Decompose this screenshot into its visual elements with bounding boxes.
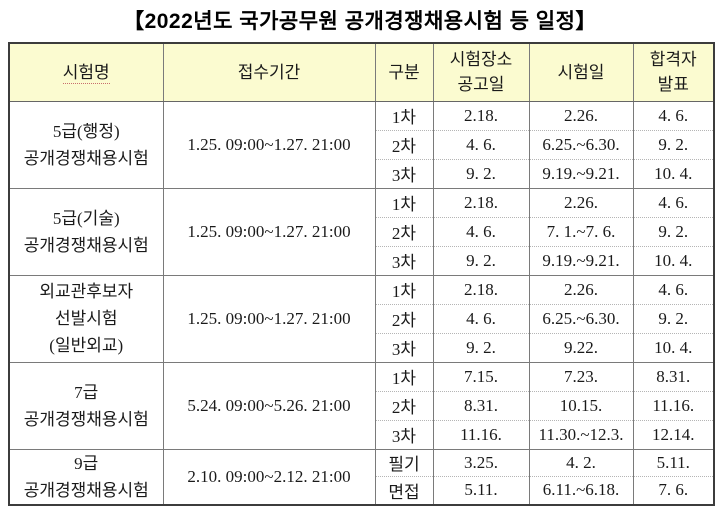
notice-date-cell: 9. 2. [432, 245, 530, 275]
stage-cell: 2차 [374, 303, 434, 333]
exam-date-cell: 10.15. [528, 390, 634, 420]
notice-date-cell: 8.31. [432, 390, 530, 420]
result-date-cell: 4. 6. [632, 187, 715, 217]
notice-date-cell: 2.18. [432, 187, 530, 217]
result-date-cell: 5.11. [632, 448, 715, 477]
result-date-cell: 10. 4. [632, 332, 715, 362]
exam-date-cell: 9.19.~9.21. [528, 158, 634, 188]
exam-date-cell: 2.26. [528, 100, 634, 130]
exam-schedule-table: 시험명 접수기간 구분 시험장소 공고일 시험일 합격자 발표 5급(행정) 공… [8, 42, 715, 506]
stage-cell: 1차 [374, 187, 434, 217]
exam-date-cell: 4. 2. [528, 448, 634, 477]
notice-date-cell: 2.18. [432, 100, 530, 130]
column-header-period: 접수기간 [162, 43, 376, 102]
table-row: 3차 9. 2. 9.19.~9.21. 10. 4. [9, 158, 715, 188]
table-row: 2차 4. 6. 6.25.~6.30. 9. 2. [9, 303, 715, 333]
exam-date-cell: 11.30.~12.3. [528, 419, 634, 449]
table-row: 2차 4. 6. 7. 1.~7. 6. 9. 2. [9, 216, 715, 246]
exam-date-cell: 6.25.~6.30. [528, 303, 634, 333]
period-cell: 1.25. 09:00~1.27. 21:00 [162, 187, 376, 275]
period-cell: 5.24. 09:00~5.26. 21:00 [162, 361, 376, 449]
table-row: 3차 11.16. 11.30.~12.3. 12.14. [9, 419, 715, 449]
notice-date-cell: 7.15. [432, 361, 530, 391]
header-row: 시험명 접수기간 구분 시험장소 공고일 시험일 합격자 발표 [8, 43, 715, 102]
notice-date-cell: 4. 6. [432, 129, 530, 159]
exam-name-cell: 외교관후보자 선발시험 (일반외교) [8, 274, 164, 362]
stage-cell: 2차 [374, 216, 434, 246]
exam-date-cell: 7.23. [528, 361, 634, 391]
exam-date-cell: 2.26. [528, 187, 634, 217]
exam-name-cell: 5급(행정) 공개경쟁채용시험 [8, 100, 164, 188]
period-cell: 2.10. 09:00~2.12. 21:00 [162, 448, 376, 505]
result-date-cell: 10. 4. [632, 245, 715, 275]
column-header-exam-name-label: 시험명 [62, 62, 110, 84]
result-date-cell: 10. 4. [632, 158, 715, 188]
table-row: 외교관후보자 선발시험 (일반외교) 1.25. 09:00~1.27. 21:… [8, 274, 715, 362]
exam-date-cell: 7. 1.~7. 6. [528, 216, 634, 246]
table-row: 면접 5.11. 6.11.~6.18. 7. 6. [9, 475, 715, 505]
column-header-notice-date: 시험장소 공고일 [432, 43, 530, 102]
notice-date-cell: 4. 6. [432, 216, 530, 246]
table-row: 5급(행정) 공개경쟁채용시험 1.25. 09:00~1.27. 21:00 … [8, 100, 715, 188]
notice-date-cell: 9. 2. [432, 158, 530, 188]
result-date-cell: 9. 2. [632, 216, 715, 246]
table-row: 3차 9. 2. 9.19.~9.21. 10. 4. [9, 245, 715, 275]
exam-name-cell: 9급 공개경쟁채용시험 [8, 448, 164, 505]
exam-date-cell: 9.19.~9.21. [528, 245, 634, 275]
stage-cell: 3차 [374, 158, 434, 188]
period-cell: 1.25. 09:00~1.27. 21:00 [162, 100, 376, 188]
stage-cell: 3차 [374, 419, 434, 449]
result-date-cell: 7. 6. [632, 475, 715, 505]
column-header-exam-date: 시험일 [528, 43, 634, 102]
page-title: 【2022년도 국가공무원 공개경쟁채용시험 등 일정】 [123, 10, 597, 33]
table-row: 2차 4. 6. 6.25.~6.30. 9. 2. [9, 129, 715, 159]
exam-date-cell: 2.26. [528, 274, 634, 304]
result-date-cell: 12.14. [632, 419, 715, 449]
notice-date-cell: 2.18. [432, 274, 530, 304]
result-date-cell: 4. 6. [632, 100, 715, 130]
table-row: 5급(기술) 공개경쟁채용시험 1.25. 09:00~1.27. 21:00 … [8, 187, 715, 275]
result-date-cell: 9. 2. [632, 303, 715, 333]
table-row: 7급 공개경쟁채용시험 5.24. 09:00~5.26. 21:00 1차 7… [8, 361, 715, 449]
result-date-cell: 4. 6. [632, 274, 715, 304]
period-cell: 1.25. 09:00~1.27. 21:00 [162, 274, 376, 362]
stage-cell: 2차 [374, 129, 434, 159]
notice-date-cell: 11.16. [432, 419, 530, 449]
stage-cell: 3차 [374, 245, 434, 275]
table-row: 2차 8.31. 10.15. 11.16. [9, 390, 715, 420]
notice-date-cell: 5.11. [432, 475, 530, 505]
column-header-stage: 구분 [374, 43, 434, 102]
notice-date-cell: 4. 6. [432, 303, 530, 333]
notice-date-cell: 3.25. [432, 448, 530, 477]
exam-name-cell: 5급(기술) 공개경쟁채용시험 [8, 187, 164, 275]
table-row: 3차 9. 2. 9.22. 10. 4. [9, 332, 715, 362]
result-date-cell: 11.16. [632, 390, 715, 420]
stage-cell: 2차 [374, 390, 434, 420]
stage-cell: 3차 [374, 332, 434, 362]
stage-cell: 1차 [374, 274, 434, 304]
exam-date-cell: 9.22. [528, 332, 634, 362]
stage-cell: 1차 [374, 361, 434, 391]
column-header-exam-name: 시험명 [8, 43, 164, 102]
result-date-cell: 9. 2. [632, 129, 715, 159]
column-header-result-date: 합격자 발표 [632, 43, 715, 102]
notice-date-cell: 9. 2. [432, 332, 530, 362]
stage-cell: 1차 [374, 100, 434, 130]
exam-name-cell: 7급 공개경쟁채용시험 [8, 361, 164, 449]
exam-date-cell: 6.25.~6.30. [528, 129, 634, 159]
stage-cell: 필기 [374, 448, 434, 477]
stage-cell: 면접 [374, 475, 434, 505]
table-row: 9급 공개경쟁채용시험 2.10. 09:00~2.12. 21:00 필기 3… [8, 448, 715, 505]
exam-date-cell: 6.11.~6.18. [528, 475, 634, 505]
result-date-cell: 8.31. [632, 361, 715, 391]
